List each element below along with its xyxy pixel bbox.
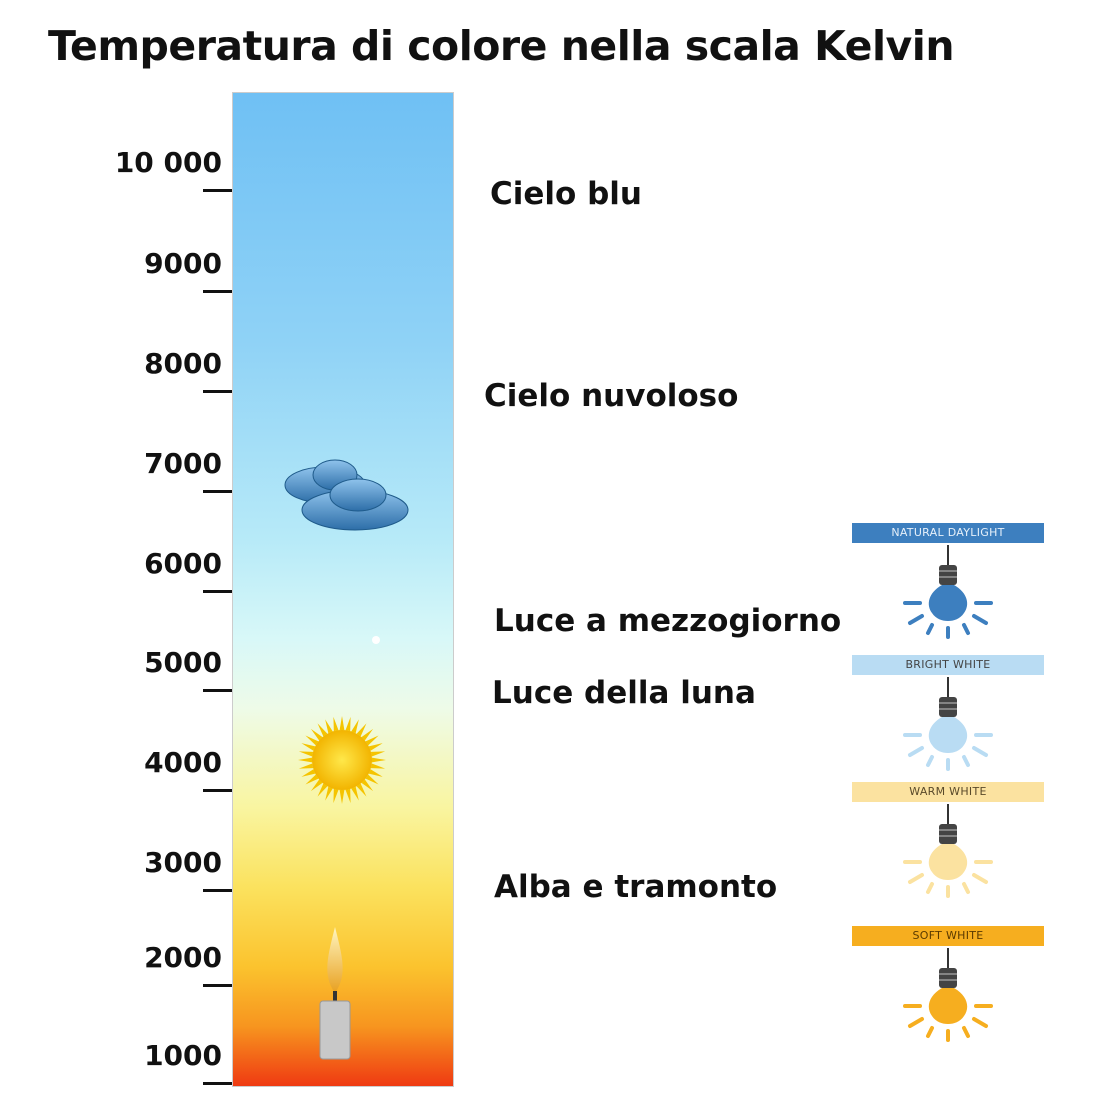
scale-tick [203,189,232,192]
light-bulb-icon [903,677,993,771]
candle-icon [319,927,351,1060]
scale-tick-label: 3000 [144,846,222,879]
sun-icon [298,716,386,804]
scale-tick [203,390,232,393]
scale-tick [203,290,232,293]
bulb-soft-white: SOFT WHITE [852,926,1044,1046]
scale-tick-label: 4000 [144,746,222,779]
scale-tick-label: 2000 [144,941,222,974]
light-bulb-icon [903,948,993,1042]
bulb-bright-white: BRIGHT WHITE [852,655,1044,775]
kelvin-gradient-bar [232,92,454,1087]
label-luce-mezzogiorno: Luce a mezzogiorno [494,603,842,639]
label-alba-tramonto: Alba e tramonto [494,869,778,905]
scale-tick [203,689,232,692]
scale-tick-label: 9000 [144,247,222,280]
light-bulb-icon [903,804,993,898]
label-cielo-blu: Cielo blu [490,176,643,212]
bulb-label: SOFT WHITE [852,926,1044,946]
scale-tick [203,984,232,987]
scale-tick-label: 5000 [144,646,222,679]
scale-tick [203,590,232,593]
light-bulb-icon [903,545,993,639]
scale-tick [203,1082,232,1085]
scale-tick [203,789,232,792]
scale-tick-label: 8000 [144,347,222,380]
bulb-natural-daylight: NATURAL DAYLIGHT [852,523,1044,643]
bulb-label: NATURAL DAYLIGHT [852,523,1044,543]
page-title: Temperatura di colore nella scala Kelvin [48,22,955,70]
cloud-icon [284,459,409,531]
bulb-label: BRIGHT WHITE [852,655,1044,675]
scale-tick-label: 10 000 [114,146,222,179]
label-cielo-nuvoloso: Cielo nuvoloso [484,378,739,414]
scale-tick [203,490,232,493]
scale-tick [203,889,232,892]
bulb-warm-white: WARM WHITE [852,782,1044,902]
scale-tick-label: 6000 [144,547,222,580]
label-luce-luna: Luce della luna [492,675,756,711]
scale-tick-label: 1000 [144,1039,222,1072]
scale-tick-label: 7000 [144,447,222,480]
moon-icon [372,636,380,644]
bulb-label: WARM WHITE [852,782,1044,802]
